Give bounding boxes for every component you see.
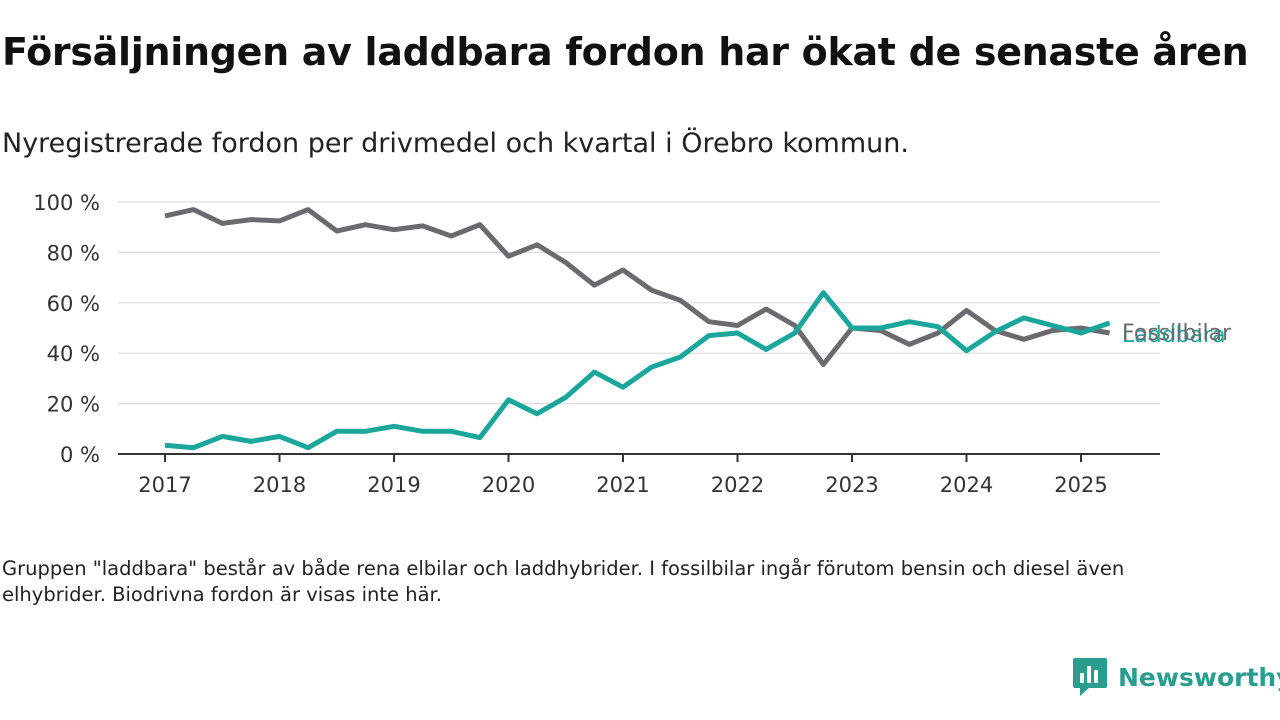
x-tick-label: 2019 [367, 473, 420, 497]
x-tick-label: 2018 [253, 473, 306, 497]
series-lines [164, 207, 1111, 451]
series-line-laddbara [164, 290, 1111, 451]
chart-title: Försäljningen av laddbara fordon har öka… [2, 30, 1249, 74]
x-tick-label: 2020 [482, 473, 535, 497]
logo-text: Newsworthy [1118, 662, 1280, 692]
y-tick-label: 60 % [47, 292, 100, 316]
series-label-laddbara: Laddbara [1122, 323, 1226, 348]
y-tick-label: 40 % [47, 342, 100, 366]
y-tick-label: 80 % [47, 241, 100, 265]
x-tick-label: 2025 [1054, 473, 1107, 497]
y-tick-label: 100 % [33, 191, 100, 215]
newsworthy-logo: Newsworthy [1072, 656, 1280, 698]
x-tick-label: 2023 [825, 473, 878, 497]
line-chart: 0 % 20 % 40 % 60 % 80 % 100 % 2017 2018 2019 202… [33, 191, 1232, 497]
chart-subtitle: Nyregistrerade fordon per drivmedel och … [2, 128, 909, 159]
x-tick-label: 2017 [138, 473, 191, 497]
x-tick-label: 2024 [940, 473, 993, 497]
x-axis-tick-labels: 2017 2018 2019 2020 2021 2022 2023 2024 2025 [138, 473, 1107, 497]
series-line-fossilbilar [164, 207, 1111, 367]
newsworthy-logo-icon [1073, 658, 1107, 696]
gridlines [118, 201, 1160, 405]
x-tick-label: 2022 [711, 473, 764, 497]
series-label-fossilbilar: Fossilbilar [1122, 321, 1232, 346]
y-tick-label: 0 % [60, 443, 100, 467]
x-tick-label: 2021 [596, 473, 649, 497]
x-axis [118, 453, 1160, 462]
y-axis-tick-labels: 0 % 20 % 40 % 60 % 80 % 100 % [33, 191, 100, 467]
y-tick-label: 20 % [47, 393, 100, 417]
footnote: Gruppen "laddbara" består av både rena e… [2, 557, 1125, 606]
